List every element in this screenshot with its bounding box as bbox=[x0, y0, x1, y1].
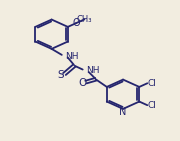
Text: Cl: Cl bbox=[148, 101, 157, 110]
Text: O: O bbox=[72, 18, 80, 28]
Text: N: N bbox=[119, 107, 127, 117]
Text: NH: NH bbox=[65, 52, 78, 61]
Text: S: S bbox=[58, 70, 64, 80]
Text: Cl: Cl bbox=[148, 79, 157, 88]
Text: O: O bbox=[78, 78, 86, 88]
Text: NH: NH bbox=[86, 66, 100, 75]
Text: CH₃: CH₃ bbox=[77, 15, 92, 24]
